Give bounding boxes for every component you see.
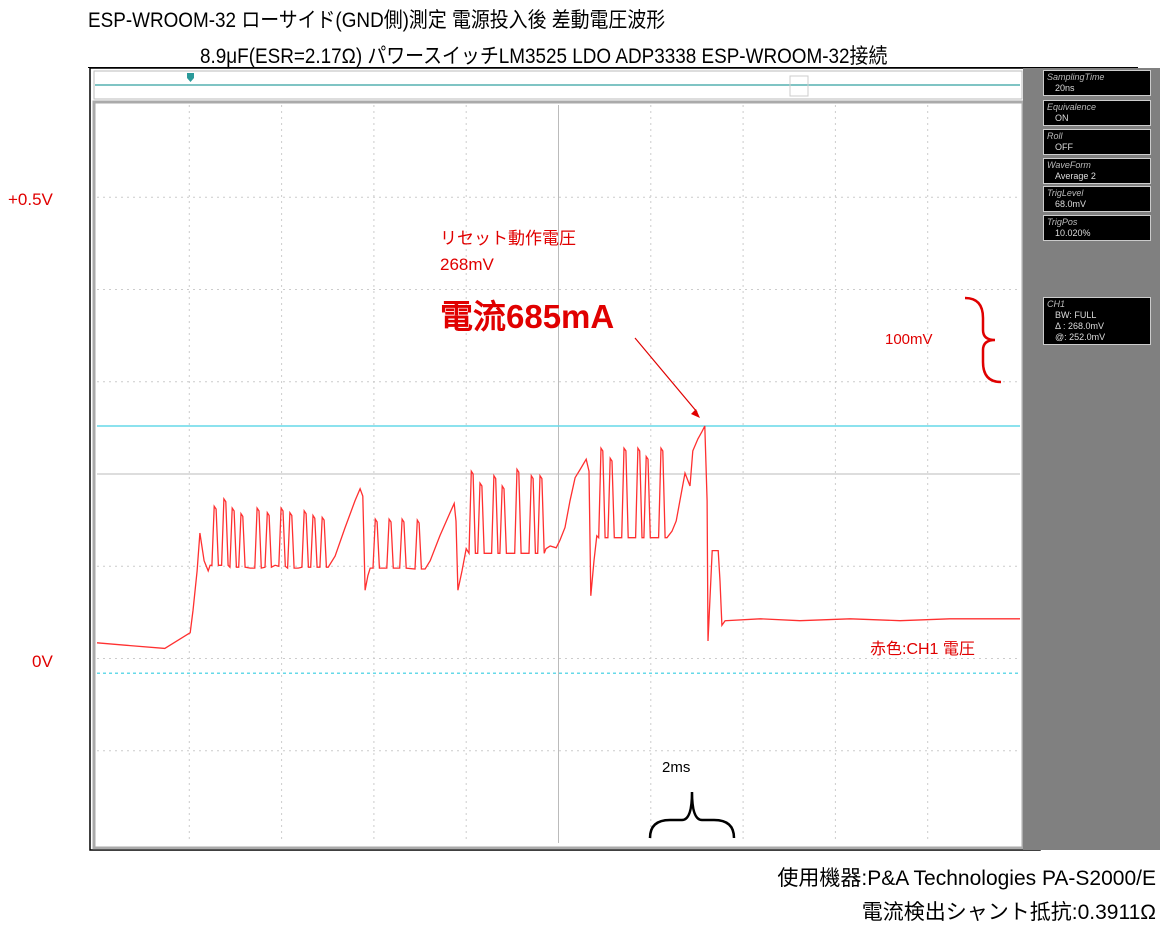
vdiv-brace-icon (964, 296, 1002, 384)
ch1-trace (96, 425, 1020, 650)
panel-ch1[interactable]: CH1 BW: FULL Δ : 268.0mV @: 252.0mV (1043, 297, 1151, 345)
vdiv-label: 100mV (885, 331, 933, 348)
grid (97, 105, 1020, 843)
trace-legend: 赤色:CH1 電圧 (870, 641, 975, 658)
trigger-marker-icon[interactable] (187, 73, 194, 82)
tdiv-label: 2ms (662, 759, 691, 776)
panel-key: TrigLevel (1047, 188, 1084, 198)
panel-key: SamplingTime (1047, 72, 1105, 82)
settings-panel: SamplingTime 20ns Equivalence ON Roll OFF W… (1023, 68, 1160, 850)
panel-value: 20ns (1055, 83, 1075, 93)
y-label-plus-half-v: +0.5V (8, 190, 53, 209)
channel-name: CH1 (1047, 299, 1066, 309)
y-label-zero-v: 0V (32, 652, 53, 671)
panel-roll[interactable]: Roll OFF (1043, 129, 1151, 155)
footer-shunt: 電流検出シャント抵抗:0.3911Ω (861, 901, 1156, 924)
panel-key: TrigPos (1047, 217, 1078, 227)
panel-equivalence[interactable]: Equivalence ON (1043, 100, 1151, 126)
channel-bw: BW: FULL (1055, 310, 1097, 320)
tdiv-brace-icon (648, 791, 736, 839)
panel-value: 68.0mV (1055, 199, 1087, 209)
reset-value: 268mV (440, 255, 494, 274)
panel-key: WaveForm (1047, 160, 1091, 170)
reset-label: リセット動作電圧 (440, 229, 576, 248)
panel-key: Roll (1047, 131, 1063, 141)
arrow-line (634, 337, 698, 413)
view-window-marker[interactable] (789, 75, 809, 97)
title-line-1: ESP-WROOM-32 ローサイド(GND側)測定 電源投入後 差動電圧波形 (88, 9, 666, 32)
current-value: 電流685mA (440, 298, 615, 335)
panel-value: 10.020% (1055, 228, 1091, 238)
panel-sampling-time[interactable]: SamplingTime 20ns (1043, 70, 1151, 96)
channel-at: @: 252.0mV (1055, 332, 1106, 342)
cursors (97, 425, 1020, 675)
panel-trig-pos[interactable]: TrigPos 10.020% (1043, 215, 1151, 241)
arrow-head-icon (691, 409, 700, 418)
panel-value: OFF (1055, 142, 1073, 152)
panel-key: Equivalence (1047, 102, 1097, 112)
panel-value: ON (1055, 113, 1069, 123)
panel-waveform[interactable]: WaveForm Average 2 (1043, 158, 1151, 184)
footer-instrument: 使用機器:P&A Technologies PA-S2000/E (777, 867, 1156, 890)
title-line-2: 8.9μF(ESR=2.17Ω) パワースイッチLM3525 LDO ADP33… (200, 45, 888, 68)
panel-value: Average 2 (1055, 171, 1096, 181)
channel-delta: Δ : 268.0mV (1055, 321, 1105, 331)
panel-trig-level[interactable]: TrigLevel 68.0mV (1043, 186, 1151, 212)
